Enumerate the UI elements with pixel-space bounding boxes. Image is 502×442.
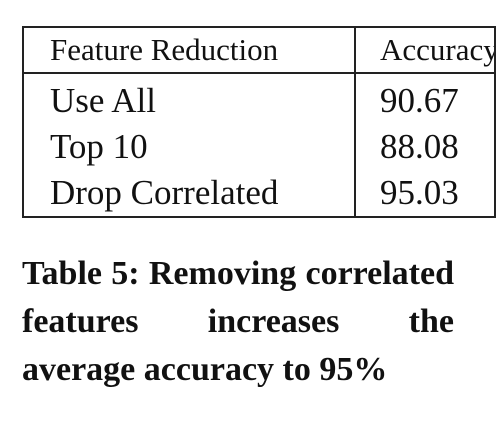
header-feature-reduction: Feature Reduction xyxy=(23,27,356,74)
table-row: Drop Correlated 95.03 xyxy=(23,170,495,217)
row-accuracy: 95.03 xyxy=(380,173,459,212)
table-row: Use All 90.67 xyxy=(23,73,495,124)
row-label: Top 10 xyxy=(23,124,356,170)
row-accuracy: 90.67 xyxy=(380,81,459,120)
header-accuracy: Accuracy xyxy=(355,27,495,74)
table-header: Feature Reduction Accuracy xyxy=(23,27,495,74)
row-label: Use All xyxy=(23,73,356,124)
row-accuracy: 88.08 xyxy=(380,127,459,166)
row-label: Drop Correlated xyxy=(23,170,356,217)
table-body: Use All 90.67 Top 10 88.08 Drop Correlat… xyxy=(23,73,495,217)
results-table: Feature Reduction Accuracy Use All 90.67… xyxy=(22,26,496,218)
table-caption: Table 5: Removing corre­lated features i… xyxy=(22,255,454,388)
table-row: Top 10 88.08 xyxy=(23,124,495,170)
header-row: Feature Reduction Accuracy xyxy=(23,27,495,74)
